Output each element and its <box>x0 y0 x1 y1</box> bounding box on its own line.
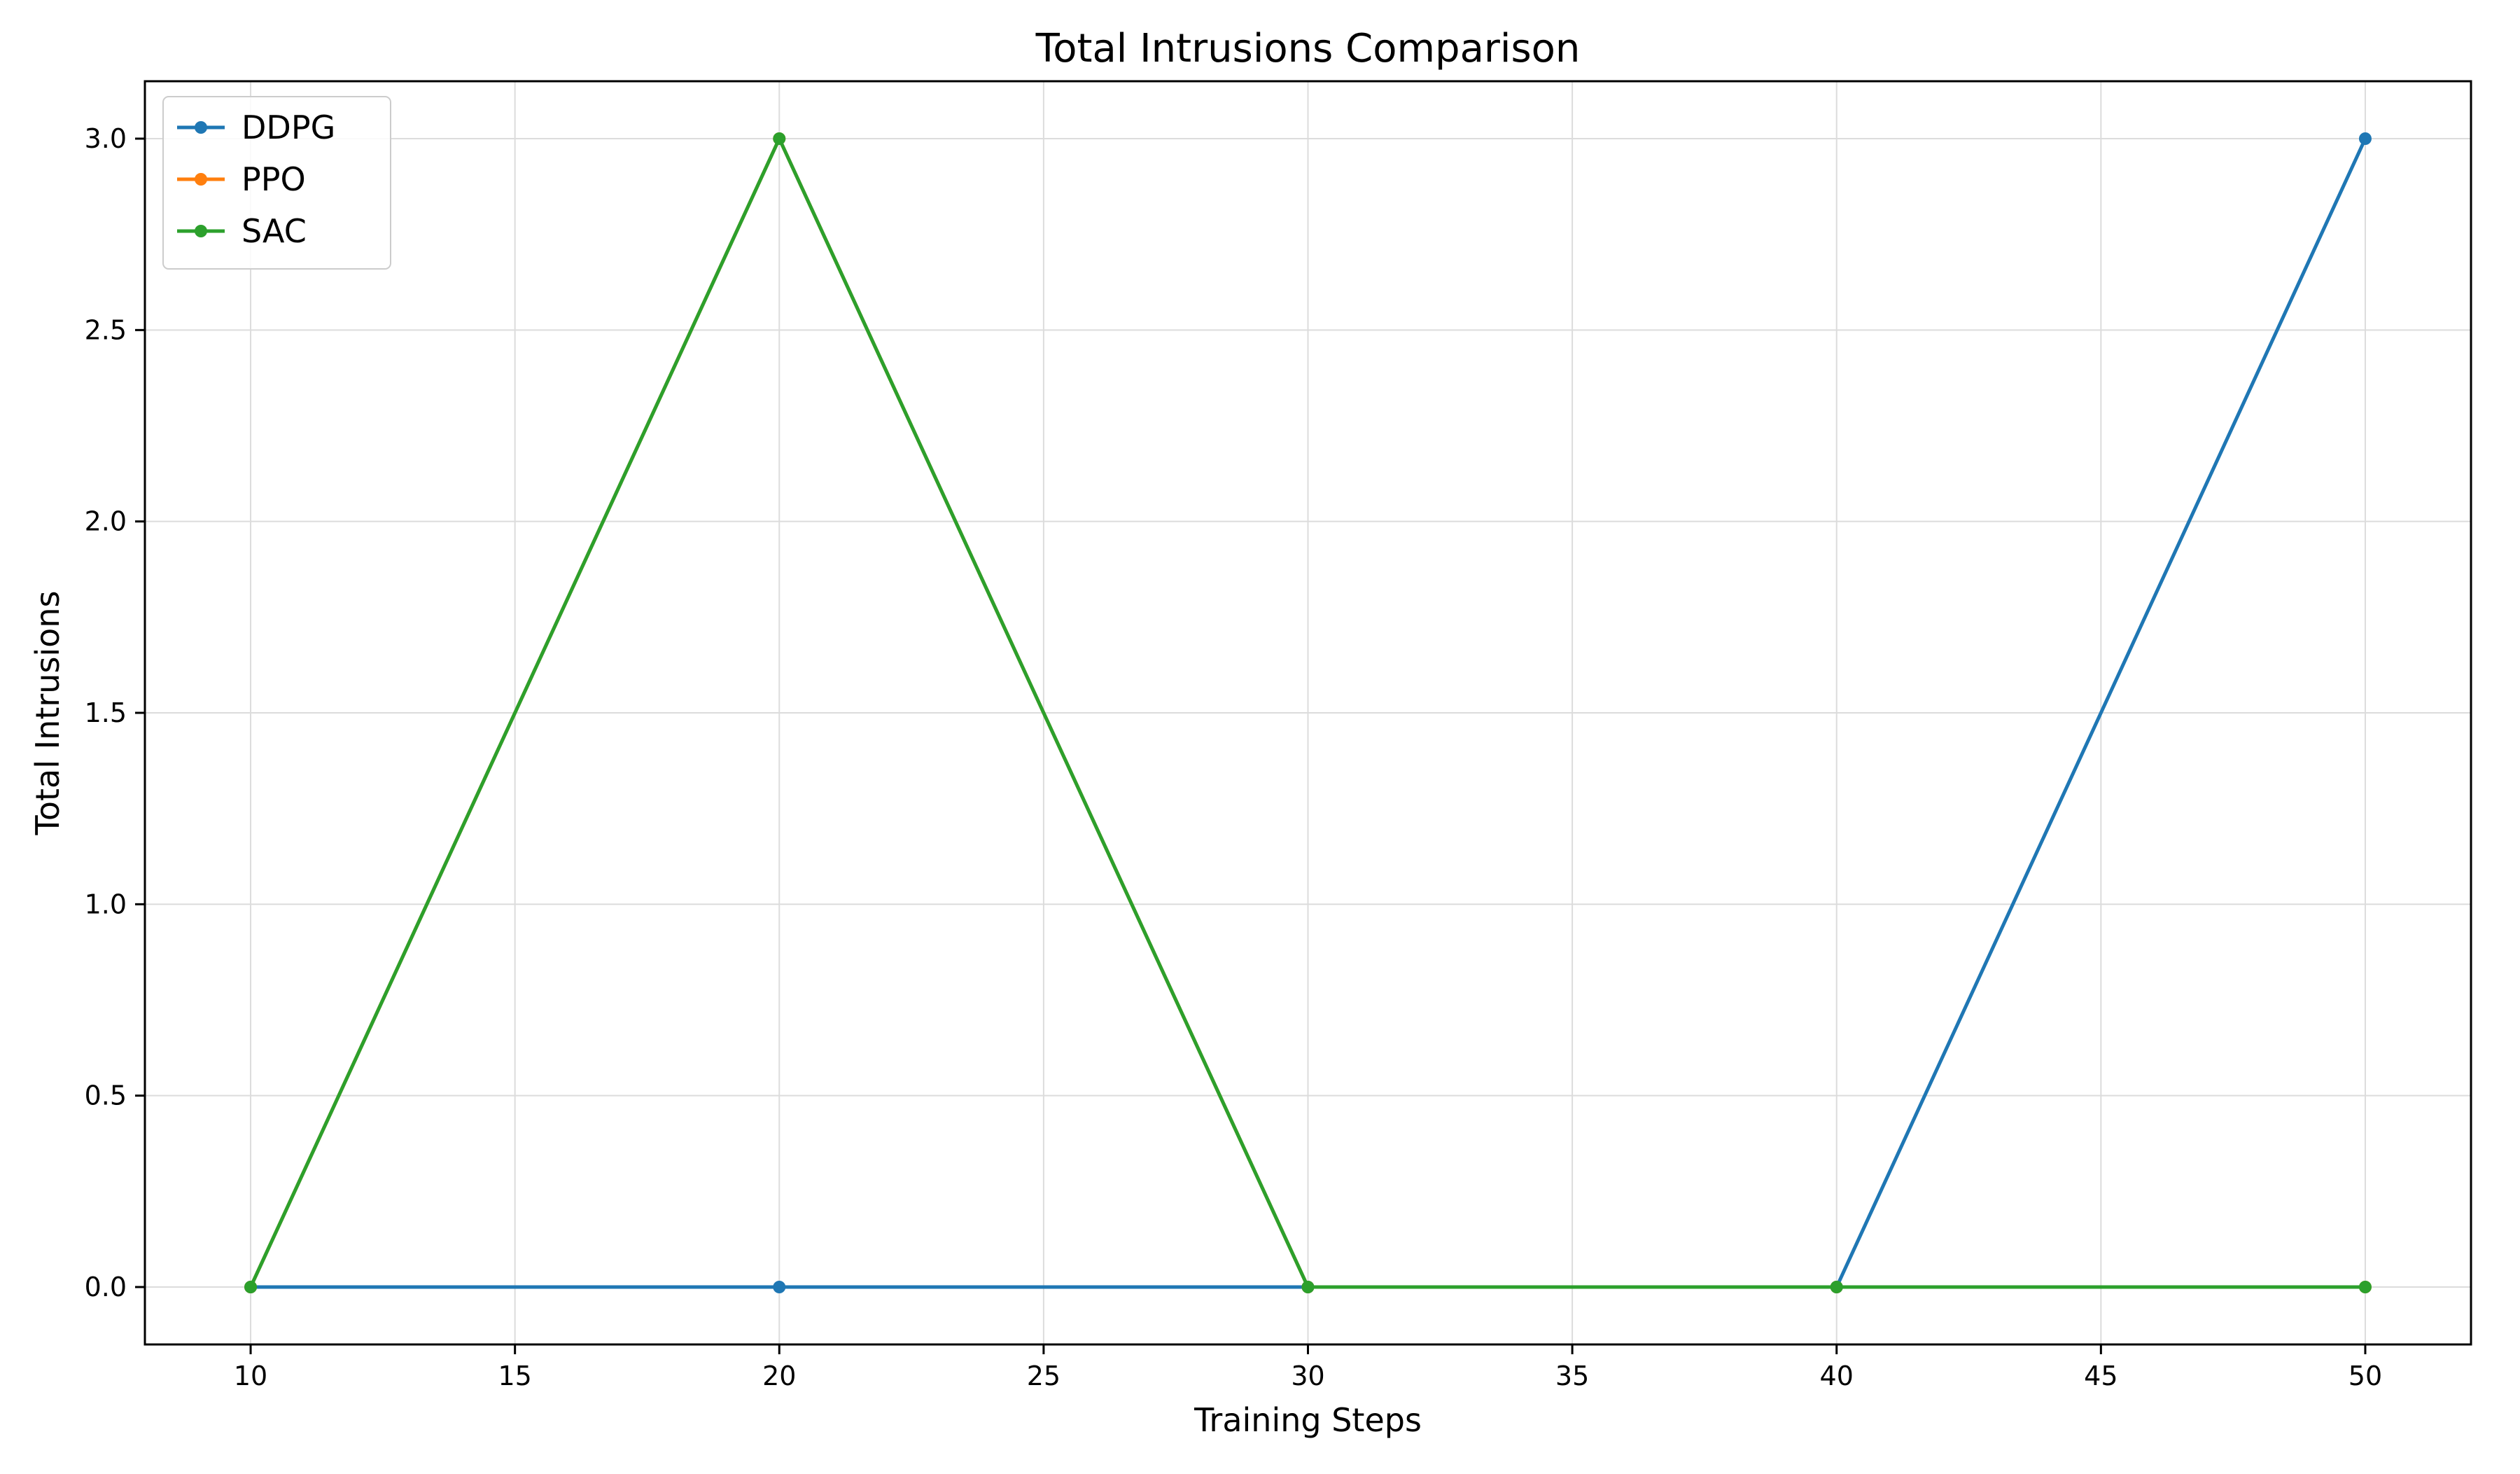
x-tick-label: 45 <box>2084 1361 2118 1391</box>
x-tick-label: 30 <box>1291 1361 1324 1391</box>
y-tick-label: 3.0 <box>85 123 127 154</box>
data-point-sac <box>773 132 786 145</box>
data-point-sac <box>1301 1281 1315 1293</box>
x-tick-label: 50 <box>2348 1361 2382 1391</box>
legend-box <box>162 96 391 270</box>
y-tick-label: 2.5 <box>85 314 127 345</box>
legend-item-sac: SAC <box>177 212 307 250</box>
y-tick-label: 1.0 <box>85 889 127 919</box>
y-tick-label: 1.5 <box>85 697 127 728</box>
series-sac <box>244 132 2372 1293</box>
y-tick-label: 0.0 <box>85 1272 127 1302</box>
legend-item-ppo: PPO <box>177 160 306 198</box>
legend-marker-ddpg <box>195 121 207 134</box>
chart-title: Total Intrusions Comparison <box>1035 26 1581 71</box>
legend-marker-sac <box>195 225 207 237</box>
x-tick-label: 25 <box>1027 1361 1060 1391</box>
legend-label-ddpg: DDPG <box>241 109 335 146</box>
y-tick-label: 0.5 <box>85 1080 127 1111</box>
x-tick-label: 15 <box>498 1361 531 1391</box>
data-point-sac <box>1830 1281 1843 1293</box>
data-point-sac <box>2358 1281 2372 1293</box>
y-tick-label: 2.0 <box>85 506 127 537</box>
y-axis-label: Total Intrusions <box>29 591 66 836</box>
data-point-ddpg <box>2358 132 2372 145</box>
x-axis-label: Training Steps <box>1194 1401 1422 1439</box>
x-tick-label: 10 <box>234 1361 267 1391</box>
legend: DDPG PPO SAC <box>162 96 391 270</box>
data-point-ddpg <box>773 1281 786 1293</box>
legend-item-ddpg: DDPG <box>177 109 335 146</box>
ticks: 10 15 20 25 30 35 40 45 50 0.0 0.5 1.0 1.5 2.0 2.5 3.0 <box>85 123 2383 1391</box>
x-tick-label: 35 <box>1555 1361 1589 1391</box>
legend-marker-ppo <box>195 173 207 186</box>
legend-label-ppo: PPO <box>241 160 306 198</box>
series-layer <box>244 132 2372 1293</box>
legend-label-sac: SAC <box>241 212 307 250</box>
x-tick-label: 20 <box>762 1361 796 1391</box>
x-tick-label: 40 <box>1820 1361 1854 1391</box>
data-point-sac <box>244 1281 258 1293</box>
